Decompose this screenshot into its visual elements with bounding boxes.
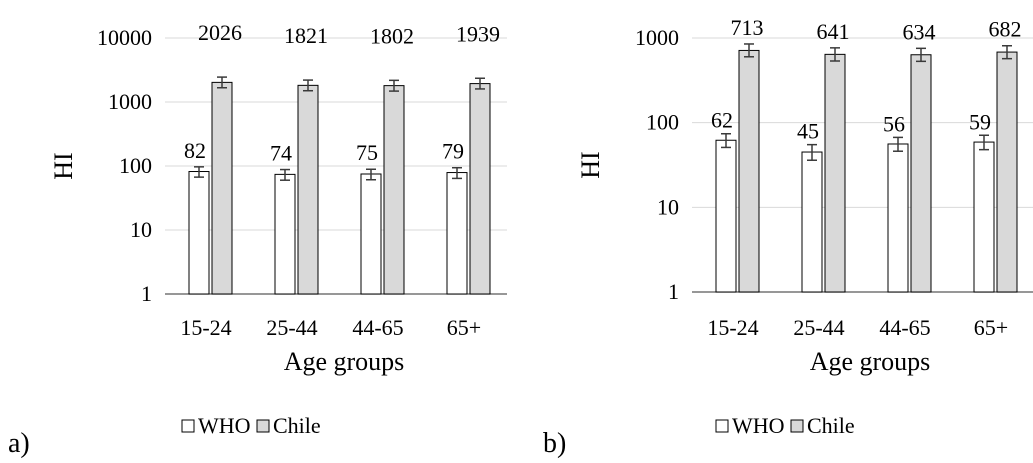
bar-chile-15-24	[212, 82, 232, 294]
x-tick-label: 25-44	[793, 315, 844, 340]
y-tick-label: 1	[668, 279, 679, 304]
y-tick-label: 1000	[635, 25, 679, 50]
y-tick-label: 10000	[97, 25, 152, 50]
y-tick-label: 10	[130, 217, 152, 242]
data-label: 1802	[370, 23, 414, 48]
data-label: 634	[903, 19, 936, 44]
bar-who-44-65	[361, 174, 381, 294]
data-label: 2026	[198, 20, 242, 45]
x-tick-label: 65+	[447, 315, 481, 340]
legend-swatch-chile	[791, 420, 803, 432]
legend: WHO Chile	[716, 413, 855, 438]
panel-label: a)	[8, 428, 30, 459]
data-label: 82	[184, 138, 206, 163]
bar-chile-15-24	[739, 50, 759, 292]
x-tick-label: 44-65	[879, 315, 930, 340]
data-label: 74	[270, 141, 292, 166]
bar-chile-25-44	[825, 54, 845, 292]
x-axis-label: Age groups	[284, 347, 405, 376]
chart-panel-a: 1 10 100 1000 10000 82 2026 15-24 74 1821 25-44 75 1…	[8, 20, 507, 459]
legend-swatch-who	[182, 420, 194, 432]
legend-label: WHO	[198, 413, 251, 438]
data-label: 79	[442, 139, 464, 164]
y-tick-label: 100	[119, 153, 152, 178]
data-label: 75	[356, 140, 378, 165]
bar-chile-44-65	[911, 55, 931, 292]
bar-who-25-44	[802, 152, 822, 292]
legend-label: Chile	[807, 413, 855, 438]
data-label: 682	[989, 17, 1022, 42]
bar-chile-25-44	[298, 85, 318, 294]
y-tick-label: 10	[657, 194, 679, 219]
y-tick-label: 1	[141, 281, 152, 306]
bar-who-65+	[447, 173, 467, 294]
chart-panel-b: 1 10 100 1000 62 713 15-24 45 641 25-44 56 634 44-65…	[543, 15, 1033, 459]
legend-swatch-who	[716, 420, 728, 432]
x-axis-label: Age groups	[810, 347, 931, 376]
bar-chile-65+	[470, 84, 490, 294]
data-label: 56	[883, 111, 905, 136]
data-label: 1939	[456, 21, 500, 46]
data-label: 641	[817, 19, 850, 44]
data-label: 1821	[284, 23, 328, 48]
bar-who-15-24	[189, 172, 209, 294]
bar-who-65+	[974, 142, 994, 292]
y-axis-label: HI	[49, 152, 78, 179]
x-tick-label: 15-24	[707, 315, 758, 340]
panel-label: b)	[543, 428, 566, 459]
x-tick-label: 15-24	[180, 315, 231, 340]
y-tick-label: 100	[646, 110, 679, 135]
x-tick-label: 65+	[974, 315, 1008, 340]
bar-chile-65+	[997, 52, 1017, 292]
data-label: 62	[711, 108, 733, 133]
bar-who-15-24	[716, 140, 736, 292]
x-tick-label: 25-44	[266, 315, 317, 340]
legend-label: WHO	[732, 413, 785, 438]
legend: WHO Chile	[182, 413, 321, 438]
data-label: 59	[969, 109, 991, 134]
data-label: 713	[731, 15, 764, 40]
y-tick-label: 1000	[108, 89, 152, 114]
bar-chile-44-65	[384, 86, 404, 294]
data-label: 45	[797, 119, 819, 144]
legend-swatch-chile	[257, 420, 269, 432]
legend-label: Chile	[273, 413, 321, 438]
y-axis-label: HI	[576, 151, 605, 178]
bar-who-44-65	[888, 144, 908, 292]
bar-who-25-44	[275, 174, 295, 294]
x-tick-label: 44-65	[352, 315, 403, 340]
